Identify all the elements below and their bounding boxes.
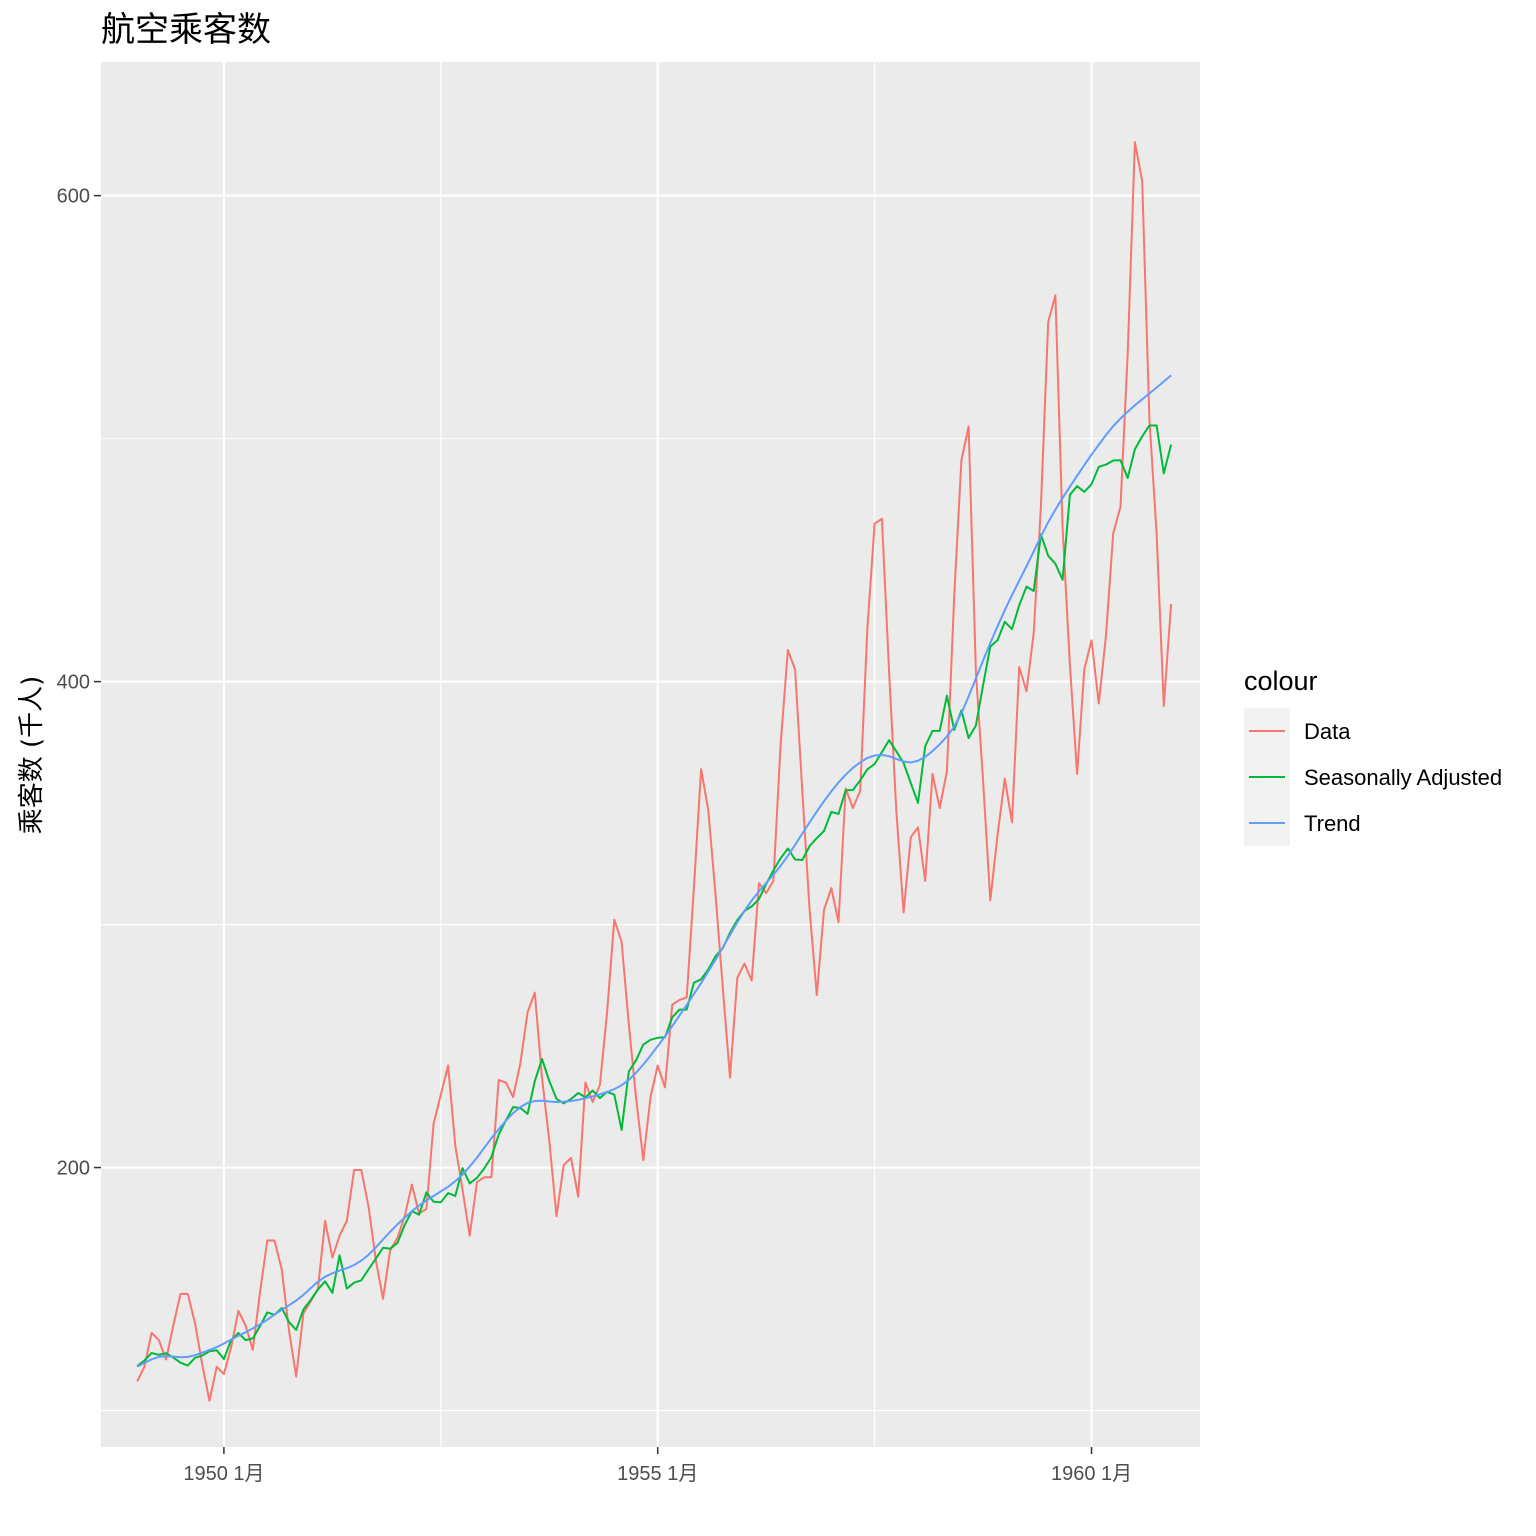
series-layer bbox=[136, 141, 1173, 1402]
series-line-trend bbox=[136, 374, 1172, 1368]
legend-label: Data bbox=[1304, 719, 1351, 744]
legend-label: Seasonally Adjusted bbox=[1304, 765, 1502, 790]
x-tick-label: 1960 1月 bbox=[1051, 1463, 1132, 1485]
legend-title: colour bbox=[1244, 666, 1318, 696]
y-tick-label: 600 bbox=[57, 186, 90, 208]
series-line-seasonally-adjusted bbox=[136, 424, 1173, 1367]
series-line-data bbox=[136, 141, 1173, 1402]
legend: colour Data Seasonally Adjusted Trend bbox=[1244, 666, 1502, 846]
y-axis-label: 乘客数 (千人) bbox=[17, 676, 47, 835]
y-tick-label: 400 bbox=[57, 672, 90, 694]
y-tick-label: 200 bbox=[57, 1158, 90, 1180]
y-axis: 200 400 600 bbox=[57, 186, 101, 1180]
chart-title: 航空乘客数 bbox=[101, 10, 271, 50]
x-tick-label: 1950 1月 bbox=[183, 1463, 264, 1485]
plot-panel bbox=[101, 62, 1200, 1447]
x-axis: 1950 1月 1955 1月 1960 1月 bbox=[183, 1447, 1132, 1485]
legend-label: Trend bbox=[1304, 811, 1361, 836]
x-tick-label: 1955 1月 bbox=[617, 1463, 698, 1485]
